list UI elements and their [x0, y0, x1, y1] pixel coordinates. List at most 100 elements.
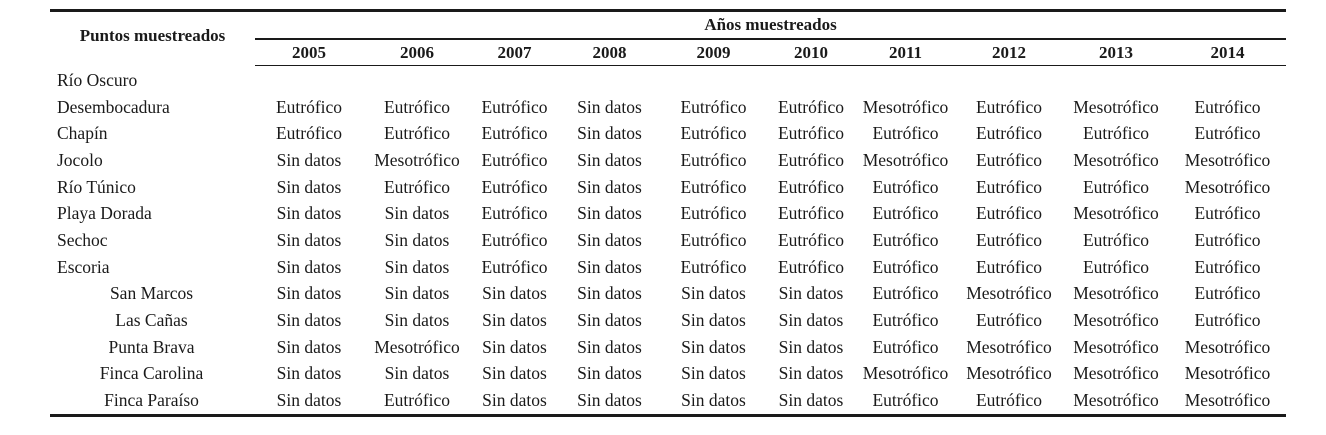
- trophic-state-cell: Eutrófico: [777, 203, 845, 224]
- trophic-state-cell: Eutrófico: [975, 229, 1043, 250]
- trophic-state-cell: [255, 66, 363, 94]
- trophic-state-cell: Mesotrófico: [1073, 96, 1159, 117]
- table-row: Chapín Eutrófico Eutrófico Eutrófico Sin dat…: [50, 120, 1286, 147]
- trophic-state-cell: Mesotrófico: [1073, 149, 1159, 170]
- trophic-state-cell: Sin datos: [384, 363, 450, 384]
- trophic-state-cell: Eutrófico: [1194, 310, 1261, 331]
- trophic-state-cell: Sin datos: [577, 310, 642, 331]
- trophic-state-cell: Eutrófico: [872, 256, 939, 277]
- trophic-state-cell: Mesotrófico: [374, 336, 460, 357]
- trophic-state-cell: Eutrófico: [1194, 283, 1261, 304]
- trophic-state-cell: Sin datos: [482, 310, 547, 331]
- trophic-state-cell: Mesotrófico: [1184, 363, 1271, 384]
- trophic-state-cell: Eutrófico: [975, 203, 1043, 224]
- trophic-state-cell: Sin datos: [778, 390, 844, 411]
- trophic-state-cell: Sin datos: [276, 283, 342, 304]
- trophic-state-cell: Eutrófico: [777, 176, 845, 197]
- trophic-state-cell: Mesotrófico: [1184, 149, 1271, 170]
- trophic-state-cell: Sin datos: [276, 176, 342, 197]
- table-row: Sechoc Sin datos Sin datos Eutrófico Sin dat…: [50, 227, 1286, 254]
- trophic-state-table: Puntos muestreados Años muestreados 2005…: [50, 9, 1287, 417]
- trophic-state-cell: Sin datos: [577, 96, 642, 117]
- year-header-row: 2005 2006 2007 2008 2009 2010 2011 2012 2013 2014: [50, 39, 1287, 66]
- trophic-state-cell: Mesotrófico: [1184, 176, 1271, 197]
- trophic-state-cell: Eutrófico: [872, 283, 939, 304]
- trophic-state-cell: Eutrófico: [872, 310, 939, 331]
- year-header-cell: 2014: [1169, 39, 1287, 66]
- trophic-state-cell: Sin datos: [276, 390, 342, 411]
- trophic-state-cell: Mesotrófico: [1073, 310, 1159, 331]
- table-body: Río Oscuro Desembocadura Eutrófico Eutrófic…: [50, 66, 1286, 414]
- table-row: Jocolo Sin datos Mesotrófico Eutrófico Sin d…: [50, 147, 1286, 174]
- trophic-state-cell: Eutrófico: [872, 176, 939, 197]
- trophic-state-cell: Eutrófico: [383, 96, 451, 117]
- table-head: Puntos muestreados Años muestreados 2005…: [50, 12, 1287, 66]
- trophic-state-cell: Eutrófico: [975, 310, 1043, 331]
- trophic-state-cell: Sin datos: [276, 363, 342, 384]
- sampling-point-name: Escoria: [57, 256, 110, 277]
- trophic-state-cell: Eutrófico: [777, 96, 845, 117]
- trophic-state-cell: Sin datos: [778, 336, 844, 357]
- trophic-state-cell: Sin datos: [681, 336, 746, 357]
- trophic-state-cell: Sin datos: [577, 283, 642, 304]
- table-top-rule: [50, 9, 1286, 12]
- trophic-state-cell: Sin datos: [384, 256, 450, 277]
- table-row: Río Túnico Sin datos Eutrófico Eutrófico Sin…: [50, 174, 1286, 201]
- trophic-state-cell: Sin datos: [482, 363, 547, 384]
- trophic-state-cell: Eutrófico: [1082, 256, 1150, 277]
- trophic-state-cell: Eutrófico: [975, 256, 1043, 277]
- trophic-state-cell: [1063, 66, 1169, 94]
- trophic-state-cell: Mesotrófico: [374, 149, 460, 170]
- trophic-state-cell: Eutrófico: [1194, 256, 1261, 277]
- trophic-state-cell: [766, 66, 856, 94]
- sampling-point-name: Finca Paraíso: [104, 390, 199, 411]
- year-header-cell: 2013: [1063, 39, 1169, 66]
- trophic-state-cell: Mesotrófico: [1184, 390, 1271, 411]
- trophic-state-cell: Eutrófico: [1194, 96, 1261, 117]
- year-header-cell: 2006: [363, 39, 471, 66]
- trophic-state-cell: Sin datos: [384, 283, 450, 304]
- trophic-state-cell: Mesotrófico: [1073, 203, 1159, 224]
- trophic-state-cell: Eutrófico: [1082, 123, 1150, 144]
- trophic-state-cell: Sin datos: [276, 149, 342, 170]
- trophic-state-cell: Eutrófico: [275, 96, 343, 117]
- trophic-state-cell: Eutrófico: [680, 203, 747, 224]
- trophic-state-cell: [856, 66, 955, 94]
- trophic-state-cell: Sin datos: [276, 203, 342, 224]
- year-header-cell: 2012: [955, 39, 1063, 66]
- table-row: Finca Carolina Sin datos Sin datos Sin dato…: [50, 361, 1286, 388]
- trophic-state-cell: Sin datos: [778, 363, 844, 384]
- trophic-state-cell: Sin datos: [778, 310, 844, 331]
- sampling-point-name: Playa Dorada: [57, 203, 152, 224]
- trophic-state-cell: Sin datos: [276, 310, 342, 331]
- year-header-cell: 2010: [766, 39, 856, 66]
- sampling-point-name: Las Cañas: [115, 310, 188, 331]
- sampling-point-name: Sechoc: [57, 229, 108, 250]
- trophic-state-cell: Eutrófico: [481, 96, 548, 117]
- year-header-cell: 2005: [255, 39, 363, 66]
- trophic-state-cell: Eutrófico: [1082, 176, 1150, 197]
- trophic-state-cell: Eutrófico: [481, 229, 548, 250]
- trophic-state-cell: Sin datos: [577, 229, 642, 250]
- sampling-point-name: Río Oscuro: [57, 69, 138, 90]
- trophic-state-cell: Eutrófico: [481, 149, 548, 170]
- header-group-row: Puntos muestreados Años muestreados: [50, 12, 1287, 45]
- trophic-state-cell: [955, 66, 1063, 94]
- sampling-point-name: Río Túnico: [57, 176, 136, 197]
- sampling-point-name: Jocolo: [57, 149, 103, 170]
- trophic-state-cell: Eutrófico: [777, 229, 845, 250]
- sampling-point-name: Punta Brava: [108, 336, 195, 357]
- trophic-state-cell: [471, 66, 558, 94]
- table-row: Río Oscuro: [50, 66, 1286, 94]
- trophic-state-cell: Sin datos: [577, 149, 642, 170]
- trophic-state-cell: Eutrófico: [680, 149, 747, 170]
- trophic-state-cell: Eutrófico: [481, 203, 548, 224]
- trophic-state-cell: Mesotrófico: [1073, 390, 1159, 411]
- trophic-state-cell: Eutrófico: [872, 123, 939, 144]
- trophic-state-cell: Eutrófico: [975, 149, 1043, 170]
- trophic-state-cell: Mesotrófico: [862, 149, 949, 170]
- year-header-cell: 2011: [856, 39, 955, 66]
- trophic-state-cell: Eutrófico: [1194, 229, 1261, 250]
- trophic-state-cell: Eutrófico: [383, 176, 451, 197]
- trophic-state-cell: Mesotrófico: [862, 96, 949, 117]
